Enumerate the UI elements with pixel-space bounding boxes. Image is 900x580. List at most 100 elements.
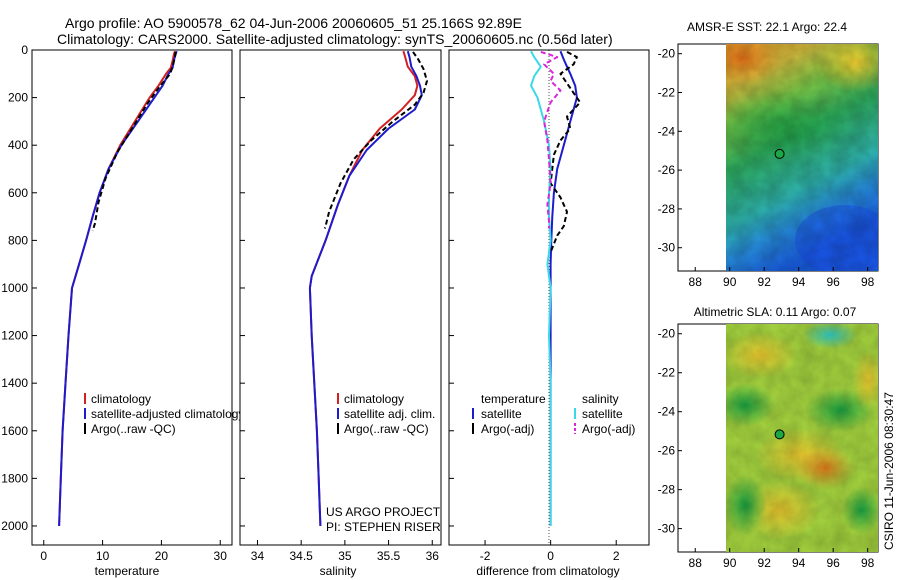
y-tick-label: 600 bbox=[8, 186, 28, 200]
y-tick-label: 1600 bbox=[1, 424, 28, 438]
header-line-1: Argo profile: AO 5900578_62 04-Jun-2006 … bbox=[65, 15, 522, 31]
map-x-tick-label: 90 bbox=[723, 556, 737, 570]
salinity-xlabel: salinity bbox=[320, 564, 357, 578]
y-tick-label: 200 bbox=[8, 91, 28, 105]
map-y-tick-label: -28 bbox=[658, 483, 676, 497]
temperature-panel: 0 10 20 30 0 200 400 600 800 1000 1200 1400 1600 1800… bbox=[1, 43, 244, 578]
series-line-argo-raw-qc- bbox=[323, 51, 428, 229]
y-tick-label: 400 bbox=[8, 138, 28, 152]
x-tick-label: 34 bbox=[251, 549, 265, 563]
y-tick-label: 1400 bbox=[1, 376, 28, 390]
y-tick-label: 1000 bbox=[1, 281, 28, 295]
difference-series-group bbox=[530, 50, 582, 526]
map-y-tick-label: -24 bbox=[658, 124, 676, 138]
y-tick-label: 0 bbox=[21, 43, 28, 57]
salinity-panel: 34 34.5 35 35.5 36 salinity climatology sate… bbox=[239, 49, 442, 578]
map-y-tick-label: -22 bbox=[658, 366, 676, 380]
sst-field bbox=[726, 44, 878, 271]
map-x-tick-label: 98 bbox=[861, 556, 875, 570]
map-y-tick-label: -20 bbox=[658, 327, 676, 341]
pi-label: PI: STEPHEN RISER bbox=[326, 520, 441, 534]
sst-map-panel: AMSR-E SST: 22.1 Argo: 22.4 88 90 92 94 96 98… bbox=[658, 20, 879, 289]
legend-temp-satellite-label: satellite bbox=[481, 407, 522, 421]
y-tick-label: 1800 bbox=[1, 471, 28, 485]
series-line-salinity-satellite bbox=[530, 50, 552, 526]
difference-xlabel: difference from climatology bbox=[476, 564, 619, 578]
series-line-satellite-adj-clim- bbox=[308, 50, 423, 527]
temperature-axes-box bbox=[31, 49, 233, 546]
legend-sal-satellite-label: satellite bbox=[582, 407, 623, 421]
map-x-tick-label: 92 bbox=[758, 556, 772, 570]
y-tick-label: 2000 bbox=[1, 519, 28, 533]
temperature-legend: climatology satellite-adjusted climatolo… bbox=[84, 392, 244, 436]
difference-axes-box bbox=[448, 49, 650, 546]
x-tick-label: 20 bbox=[155, 549, 169, 563]
salinity-ticks: 34 34.5 35 35.5 36 bbox=[240, 49, 440, 563]
sla-field bbox=[726, 324, 878, 552]
timestamp-stamp: CSIRO 11-Jun-2006 08:30:47 bbox=[882, 392, 896, 550]
map-y-tick-label: -26 bbox=[658, 163, 676, 177]
header-line-2: Climatology: CARS2000. Satellite-adjuste… bbox=[57, 31, 613, 47]
x-tick-label: 2 bbox=[613, 549, 620, 563]
sla-ticks: 88 90 92 94 96 98 -20 -22 -24 -26 -28 -30 bbox=[658, 327, 875, 570]
map-y-tick-label: -22 bbox=[658, 86, 676, 100]
legend-temperature-header: temperature bbox=[481, 392, 546, 406]
temperature-xlabel: temperature bbox=[95, 564, 160, 578]
x-tick-label: -2 bbox=[480, 549, 491, 563]
map-x-tick-label: 92 bbox=[758, 275, 772, 289]
sla-map-panel: Altimetric SLA: 0.11 Argo: 0.07 88 90 92 94… bbox=[658, 305, 879, 570]
map-y-tick-label: -24 bbox=[658, 405, 676, 419]
map-y-tick-label: -28 bbox=[658, 202, 676, 216]
salinity-legend: climatology satellite adj. clim. Argo(..… bbox=[337, 392, 435, 436]
legend-satellite-label: satellite adj. clim. bbox=[344, 407, 435, 421]
sst-map-title: AMSR-E SST: 22.1 Argo: 22.4 bbox=[687, 20, 847, 34]
sst-argo-marker bbox=[774, 148, 785, 159]
legend-climatology-label: climatology bbox=[344, 392, 404, 406]
y-tick-label: 800 bbox=[8, 233, 28, 247]
map-x-tick-label: 96 bbox=[826, 556, 840, 570]
temperature-ticks: 0 10 20 30 0 200 400 600 800 1000 1200 1400 1600 1800… bbox=[1, 43, 227, 563]
map-x-tick-label: 98 bbox=[861, 275, 875, 289]
map-x-tick-label: 88 bbox=[689, 556, 703, 570]
map-y-tick-label: -30 bbox=[658, 522, 676, 536]
temperature-series-group bbox=[58, 50, 178, 527]
sst-ticks: 88 90 92 94 96 98 -20 -22 -24 -26 -28 -30 bbox=[658, 47, 875, 289]
legend-satellite-label: satellite-adjusted climatology bbox=[91, 407, 244, 421]
legend-climatology-label: climatology bbox=[91, 392, 151, 406]
series-line-temperature-argo-adj- bbox=[549, 51, 582, 253]
x-tick-label: 35.5 bbox=[377, 549, 401, 563]
salinity-axes-box bbox=[239, 49, 442, 546]
map-y-tick-label: -20 bbox=[658, 47, 676, 61]
series-line-salinity-argo-adj- bbox=[540, 50, 562, 229]
legend-salinity-header: salinity bbox=[582, 392, 619, 406]
project-label: US ARGO PROJECT bbox=[326, 505, 441, 519]
x-tick-label: 35 bbox=[338, 549, 352, 563]
map-y-tick-label: -30 bbox=[658, 241, 676, 255]
x-tick-label: 0 bbox=[547, 549, 554, 563]
legend-argo-label: Argo(..raw -QC) bbox=[344, 422, 429, 436]
x-tick-label: 10 bbox=[96, 549, 110, 563]
series-line-argo-raw-qc- bbox=[91, 51, 177, 232]
map-x-tick-label: 94 bbox=[792, 275, 806, 289]
sla-map-title: Altimetric SLA: 0.11 Argo: 0.07 bbox=[694, 305, 857, 319]
map-y-tick-label: -26 bbox=[658, 444, 676, 458]
difference-legend: temperature satellite Argo(-adj) salinit… bbox=[472, 392, 635, 436]
y-tick-label: 1200 bbox=[1, 329, 28, 343]
difference-ticks: -2 0 2 bbox=[449, 49, 620, 563]
legend-temp-argo-label: Argo(-adj) bbox=[481, 422, 534, 436]
map-x-tick-label: 90 bbox=[723, 275, 737, 289]
x-tick-label: 36 bbox=[426, 549, 440, 563]
sla-argo-marker bbox=[774, 429, 785, 440]
difference-panel: -2 0 2 difference from climatology tempera… bbox=[448, 49, 650, 578]
map-x-tick-label: 94 bbox=[792, 556, 806, 570]
x-tick-label: 34.5 bbox=[289, 549, 313, 563]
x-tick-label: 30 bbox=[214, 549, 228, 563]
salinity-series-group bbox=[308, 50, 428, 527]
map-x-tick-label: 88 bbox=[689, 275, 703, 289]
legend-sal-argo-label: Argo(-adj) bbox=[582, 422, 635, 436]
x-tick-label: 0 bbox=[40, 549, 47, 563]
legend-argo-label: Argo(..raw -QC) bbox=[91, 422, 176, 436]
series-line-temperature-satellite bbox=[549, 50, 578, 526]
map-x-tick-label: 96 bbox=[826, 275, 840, 289]
